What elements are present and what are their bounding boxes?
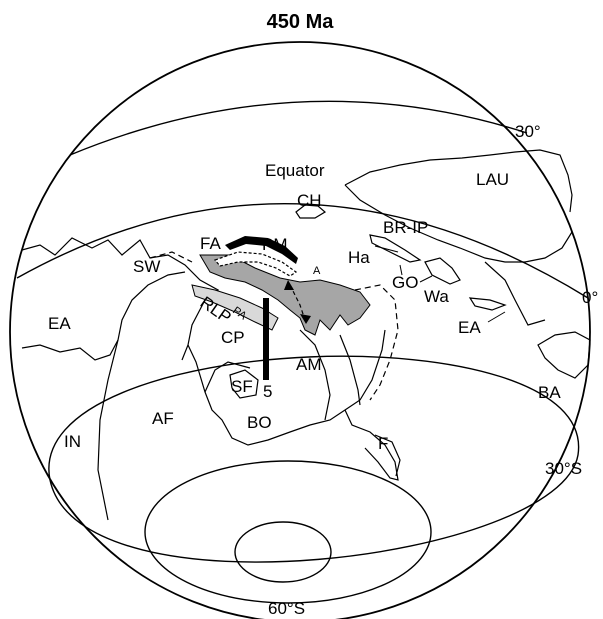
label-a: A <box>313 265 321 277</box>
coastline-africa <box>187 329 386 446</box>
dashed-arrow <box>289 284 306 321</box>
coastline-interior-af <box>204 361 251 393</box>
coastline-africa-south <box>344 409 399 481</box>
arrow-head-down <box>300 314 311 324</box>
orogen-shaded-area <box>199 254 371 336</box>
leader-ea-east <box>487 311 506 323</box>
coastline-laurentia-south <box>344 184 573 263</box>
globe-outline <box>9 41 591 619</box>
coastline-ea-east-block <box>484 261 546 326</box>
label-5: 5 <box>263 382 272 401</box>
label-pm: PM <box>262 235 288 254</box>
coastline-baltica <box>537 331 591 379</box>
label-60s: 60°S <box>268 599 305 618</box>
dashed-boundary <box>354 284 399 401</box>
label-ba: BA <box>538 383 561 402</box>
label-0-degrees: 0° <box>582 288 598 307</box>
coastline-f-block <box>374 434 401 477</box>
coastline-ea-block <box>468 297 507 311</box>
coastline-wa-block <box>424 257 461 285</box>
label-ha: Ha <box>348 248 370 267</box>
light-shaded-band <box>191 284 279 331</box>
label-30s: 30°S <box>545 459 582 478</box>
arrow-head-up <box>284 280 294 290</box>
latitude-30s-line <box>48 355 579 563</box>
label-am: AM <box>296 355 322 374</box>
label-equator: Equator <box>265 161 325 180</box>
label-ea-east: EA <box>458 318 481 337</box>
label-sf: SF <box>231 377 253 396</box>
coastline-india <box>21 271 186 361</box>
label-ea-west: EA <box>48 314 71 333</box>
label-sw: SW <box>133 257 160 276</box>
label-bo: BO <box>247 413 272 432</box>
label-cp: CP <box>221 328 245 347</box>
label-lau: LAU <box>476 170 509 189</box>
label-f: F <box>378 434 388 453</box>
leader-go <box>399 264 403 276</box>
coastline-laurentia <box>344 149 573 213</box>
pole-circle <box>234 521 332 583</box>
coastline-brip-block <box>369 234 422 263</box>
leader-ha <box>374 245 399 253</box>
label-in: IN <box>64 432 81 451</box>
dashed-boundary-west <box>149 251 193 263</box>
latitude-30n-line <box>69 100 528 156</box>
pm-black-belt <box>225 236 298 264</box>
coastline-interior-am-east <box>339 334 361 406</box>
label-go: GO <box>392 273 418 292</box>
coastline-ch-block <box>295 204 327 219</box>
map-title: 450 Ma <box>267 11 335 33</box>
label-30n: 30° <box>515 122 541 141</box>
latitude-60s-line <box>144 460 432 604</box>
coastline-india-south <box>97 339 119 521</box>
section-5-bar <box>263 298 269 380</box>
leader-wa <box>419 275 433 283</box>
coastline-interior-am <box>299 329 331 421</box>
label-af: AF <box>152 409 174 428</box>
coastline-east-antarctica-west <box>21 237 220 361</box>
pm-hatched-belt <box>213 251 298 277</box>
label-fa: FA <box>200 234 221 253</box>
coastline-interior-sf <box>229 369 259 399</box>
label-ch: CH <box>297 191 322 210</box>
equator-line <box>16 203 589 299</box>
label-wa: Wa <box>424 287 449 306</box>
label-br-ip: BR-IP <box>383 218 428 237</box>
